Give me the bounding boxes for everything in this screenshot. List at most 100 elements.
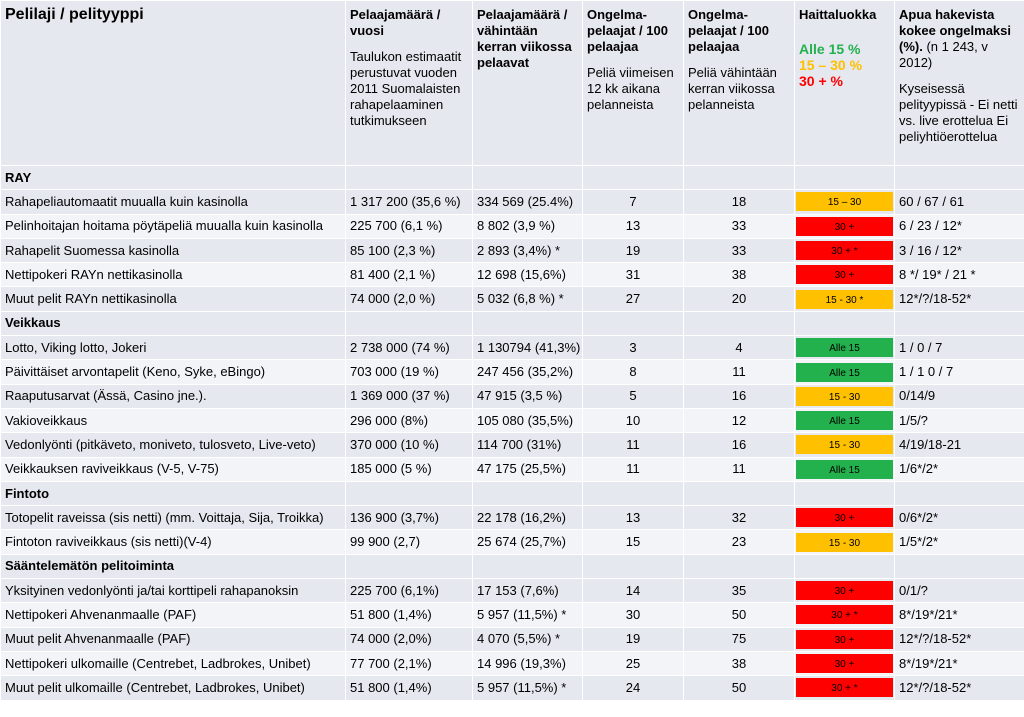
harm-class-cell: 15 - 30 xyxy=(794,383,895,409)
harm-class-cell: 30 + xyxy=(794,262,895,288)
header-help-seekers: Apua hakevista kokee ongelmaksi (%). (n … xyxy=(894,0,1024,166)
problem-weekly-cell: 35 xyxy=(683,578,795,604)
section-empty-cell xyxy=(345,164,473,191)
harm-class-badge: 30 + xyxy=(796,629,893,649)
table-row: Päivittäiset arvontapelit (Keno, Syke, e… xyxy=(0,359,1024,385)
section-title: RAY xyxy=(0,164,346,191)
harm-class-cell: 30 + * xyxy=(794,675,895,701)
section-empty-cell xyxy=(472,553,583,580)
table-row: Nettipokeri Ahvenanmaalle (PAF) 51 800 (1… xyxy=(0,602,1024,628)
game-name-cell: Vakioveikkaus xyxy=(0,407,346,434)
header-problem-12m-note: Peliä viimeisen 12 kk aikana pelanneista xyxy=(587,65,674,112)
section-row: Veikkaus xyxy=(0,310,1024,337)
players-year-cell: 703 000 (19 %) xyxy=(345,359,473,385)
problem-12m-cell: 13 xyxy=(582,505,684,531)
players-weekly-cell: 105 080 (35,5%) xyxy=(472,407,583,434)
players-weekly-cell: 8 802 (3,9 %) xyxy=(472,213,583,239)
players-year-cell: 74 000 (2,0 %) xyxy=(345,286,473,312)
section-row: Fintoto xyxy=(0,480,1024,507)
problem-weekly-cell: 23 xyxy=(683,529,795,555)
help-seekers-cell: 0/14/9 xyxy=(894,383,1024,409)
section-empty-cell xyxy=(582,164,684,191)
players-year-cell: 2 738 000 (74 %) xyxy=(345,335,473,361)
header-players-year-label: Pelaajamäärä / vuosi xyxy=(350,7,441,38)
problem-weekly-cell: 20 xyxy=(683,286,795,312)
problem-weekly-cell: 33 xyxy=(683,237,795,264)
players-weekly-cell: 14 996 (19,3%) xyxy=(472,650,583,677)
harm-class-badge: 15 - 30 xyxy=(796,386,893,406)
section-empty-cell xyxy=(345,553,473,580)
problem-12m-cell: 27 xyxy=(582,286,684,312)
harm-class-badge: 15 - 30 xyxy=(796,435,893,455)
harm-class-cell: 30 + xyxy=(794,505,895,531)
players-year-cell: 81 400 (2,1 %) xyxy=(345,262,473,288)
table-row: Muut pelit ulkomaille (Centrebet, Ladbro… xyxy=(0,675,1024,701)
help-seekers-cell: 3 / 16 / 12* xyxy=(894,237,1024,264)
players-year-cell: 1 369 000 (37 %) xyxy=(345,383,473,409)
section-empty-cell xyxy=(894,310,1024,337)
harm-class-badge: 15 - 30 xyxy=(796,532,893,552)
problem-weekly-cell: 11 xyxy=(683,456,795,482)
table-row: Vakioveikkaus 296 000 (8%) 105 080 (35,5%)… xyxy=(0,407,1024,434)
help-seekers-cell: 12*/?/18-52* xyxy=(894,675,1024,701)
harm-class-cell: 30 + * xyxy=(794,237,895,264)
section-title: Sääntelemätön pelitoiminta xyxy=(0,553,346,580)
game-name-cell: Nettipokeri ulkomaille (Centrebet, Ladbr… xyxy=(0,650,346,677)
harm-class-badge: 15 - 30 * xyxy=(796,289,893,309)
legend-green: Alle 15 % xyxy=(799,41,861,57)
table-row: Rahapeliautomaatit muualla kuin kasinoll… xyxy=(0,189,1024,215)
harm-class-cell: 15 - 30 xyxy=(794,432,895,458)
problem-12m-cell: 7 xyxy=(582,189,684,215)
harm-class-badge: 30 + * xyxy=(796,241,893,261)
harm-class-cell: Alle 15 xyxy=(794,359,895,385)
game-name-cell: Fintoton raviveikkaus (sis netti)(V-4) xyxy=(0,529,346,555)
section-empty-cell xyxy=(894,480,1024,507)
harm-class-badge: Alle 15 xyxy=(796,459,893,479)
players-year-cell: 99 900 (2,7) xyxy=(345,529,473,555)
players-weekly-cell: 4 070 (5,5%) * xyxy=(472,626,583,652)
table-row: Lotto, Viking lotto, Jokeri 2 738 000 (74… xyxy=(0,335,1024,361)
header-game-type: Pelilaji / pelityyppi xyxy=(0,0,346,166)
players-weekly-cell: 47 915 (3,5 %) xyxy=(472,383,583,409)
harm-class-badge: 30 + xyxy=(796,654,893,674)
header-problem-12m-label: Ongelma-pelaajat / 100 pelaajaa xyxy=(587,7,668,54)
players-year-cell: 51 800 (1,4%) xyxy=(345,675,473,701)
game-name-cell: Nettipokeri Ahvenanmaalle (PAF) xyxy=(0,602,346,628)
problem-12m-cell: 14 xyxy=(582,578,684,604)
game-name-cell: Raaputusarvat (Ässä, Casino jne.). xyxy=(0,383,346,409)
harm-class-badge: 30 + * xyxy=(796,605,893,625)
table-row: Fintoton raviveikkaus (sis netti)(V-4) 99… xyxy=(0,529,1024,555)
help-seekers-cell: 60 / 67 / 61 xyxy=(894,189,1024,215)
table-row: Muut pelit Ahvenanmaalle (PAF) 74 000 (2,… xyxy=(0,626,1024,652)
problem-weekly-cell: 16 xyxy=(683,432,795,458)
help-seekers-cell: 12*/?/18-52* xyxy=(894,626,1024,652)
game-name-cell: Totopelit raveissa (sis netti) (mm. Voit… xyxy=(0,505,346,531)
help-seekers-cell: 1 / 1 0 / 7 xyxy=(894,359,1024,385)
header-help-seekers-label: Apua hakevista kokee ongelmaksi (%). xyxy=(899,7,1011,54)
harm-class-cell: 15 – 30 xyxy=(794,189,895,215)
legend-red: 30 + % xyxy=(799,73,843,89)
section-row: Sääntelemätön pelitoiminta xyxy=(0,553,1024,580)
harm-class-badge: 30 + xyxy=(796,265,893,285)
help-seekers-cell: 8*/19*/21* xyxy=(894,602,1024,628)
section-empty-cell xyxy=(683,164,795,191)
harm-class-cell: 30 + * xyxy=(794,602,895,628)
players-weekly-cell: 114 700 (31%) xyxy=(472,432,583,458)
harm-class-cell: 30 + xyxy=(794,626,895,652)
problem-12m-cell: 24 xyxy=(582,675,684,701)
header-problem-weekly-note: Peliä vähintään kerran viikossa pelannei… xyxy=(688,65,777,112)
game-name-cell: Päivittäiset arvontapelit (Keno, Syke, e… xyxy=(0,359,346,385)
players-year-cell: 225 700 (6,1 %) xyxy=(345,213,473,239)
harm-class-cell: 30 + xyxy=(794,213,895,239)
help-seekers-cell: 1/5/? xyxy=(894,407,1024,434)
problem-12m-cell: 13 xyxy=(582,213,684,239)
game-name-cell: Nettipokeri RAYn nettikasinolla xyxy=(0,262,346,288)
section-empty-cell xyxy=(582,480,684,507)
game-name-cell: Muut pelit RAYn nettikasinolla xyxy=(0,286,346,312)
problem-weekly-cell: 16 xyxy=(683,383,795,409)
table-row: Raaputusarvat (Ässä, Casino jne.). 1 369 … xyxy=(0,383,1024,409)
game-name-cell: Rahapelit Suomessa kasinolla xyxy=(0,237,346,264)
problem-12m-cell: 8 xyxy=(582,359,684,385)
harm-class-cell: 30 + xyxy=(794,650,895,677)
header-players-year: Pelaajamäärä / vuosi Taulukon estimaatit… xyxy=(345,0,473,166)
